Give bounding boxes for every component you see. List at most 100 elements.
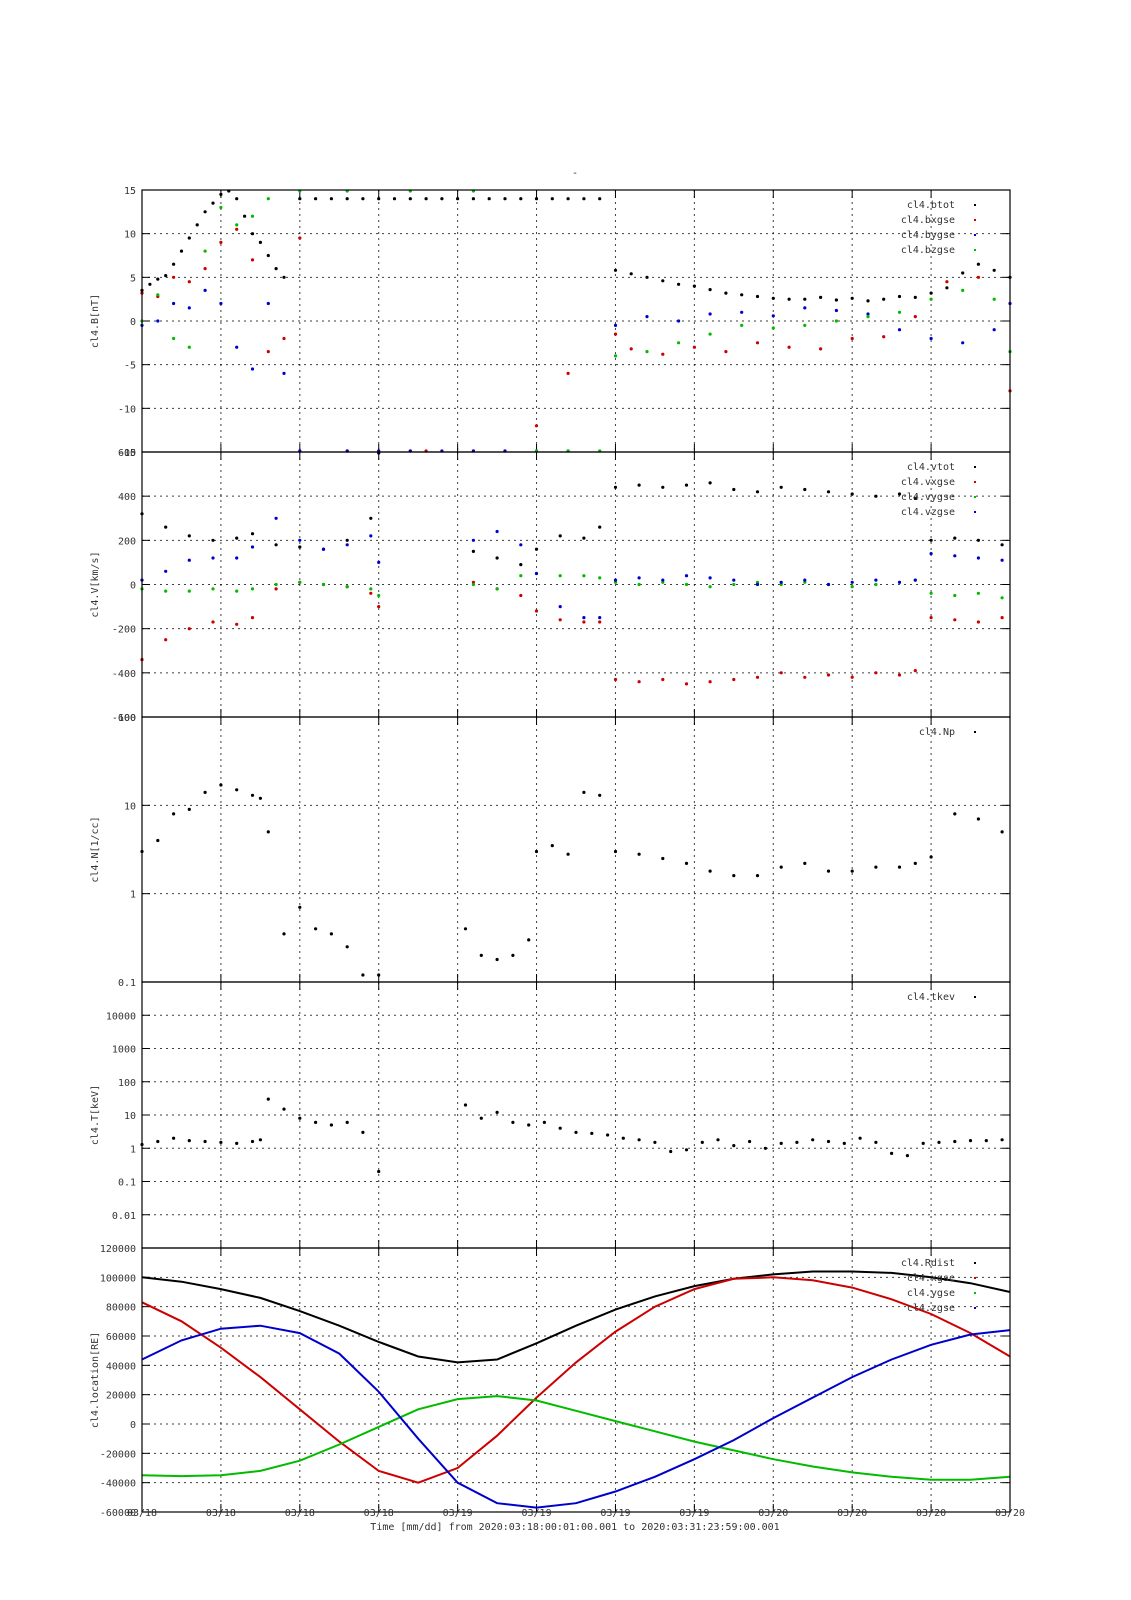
y-tick-label: -5	[124, 361, 136, 372]
x-tick-label: 03/19	[443, 1508, 473, 1519]
data-point	[613, 268, 618, 272]
data-point	[266, 197, 270, 201]
legend-label: cl4.bxgse	[901, 215, 955, 226]
data-point	[550, 197, 554, 201]
x-tick-label: 03/20	[995, 1508, 1025, 1519]
data-point	[187, 236, 191, 240]
data-point	[1000, 596, 1004, 600]
data-point	[274, 543, 278, 547]
data-point	[298, 580, 302, 584]
data-point	[164, 525, 168, 529]
data-point	[1000, 1138, 1004, 1142]
data-point	[558, 534, 562, 538]
data-point	[621, 1136, 625, 1140]
data-point	[243, 214, 247, 218]
data-point	[779, 582, 783, 587]
data-point	[803, 297, 807, 301]
data-point	[834, 319, 839, 323]
data-point	[826, 673, 831, 677]
data-point	[755, 874, 760, 878]
data-point	[613, 578, 618, 582]
data-point	[613, 849, 618, 854]
data-point	[921, 1141, 925, 1145]
y-tick-label: 100	[118, 1078, 136, 1089]
data-point	[558, 574, 562, 578]
series-cl4.vtot	[140, 451, 1004, 567]
data-point	[456, 197, 460, 201]
data-point	[724, 350, 728, 354]
data-point	[708, 576, 712, 580]
data-point	[732, 874, 736, 878]
legend-marker	[974, 204, 976, 206]
data-point	[953, 618, 957, 622]
y-axis-label: cl4.T[keV]	[90, 1085, 101, 1145]
series-cl4.vygse	[140, 571, 1004, 600]
data-point	[377, 560, 381, 565]
data-point	[369, 516, 373, 520]
data-point	[203, 249, 207, 253]
series-cl4.btot	[140, 189, 1012, 303]
data-point	[534, 197, 539, 201]
y-tick-label: -40000	[100, 1479, 136, 1490]
data-point	[779, 865, 783, 869]
y-tick-label: 400	[118, 492, 136, 503]
data-point	[187, 589, 191, 593]
data-point	[187, 807, 191, 812]
legend-marker	[974, 511, 976, 513]
legend-label: cl4.Rdist	[901, 1258, 955, 1269]
data-point	[235, 536, 239, 540]
series-line	[141, 1324, 1011, 1509]
data-point	[250, 367, 255, 371]
x-tick-label: 03/18	[206, 1508, 236, 1519]
data-point	[235, 622, 239, 626]
data-point	[1000, 543, 1004, 547]
data-point	[976, 591, 981, 595]
data-point	[377, 197, 381, 201]
data-point	[771, 326, 775, 330]
data-point	[874, 671, 878, 675]
data-point	[369, 534, 373, 538]
data-point	[945, 280, 949, 284]
data-point	[842, 1141, 846, 1145]
data-point	[211, 556, 215, 560]
series-cl4.tkev	[140, 1097, 1004, 1174]
legend-marker	[974, 496, 976, 498]
data-point	[992, 328, 996, 332]
data-point	[471, 580, 475, 584]
data-point	[976, 620, 981, 624]
data-point	[211, 587, 215, 591]
data-point	[732, 1144, 736, 1148]
data-point	[527, 938, 531, 942]
data-point	[653, 1140, 657, 1144]
data-point	[164, 638, 168, 642]
data-point	[732, 582, 736, 587]
data-point	[897, 492, 902, 496]
y-tick-label: 40000	[106, 1361, 136, 1372]
y-axis-label: cl4.N[1/cc]	[90, 816, 101, 882]
data-point	[740, 310, 744, 314]
data-point	[929, 591, 933, 595]
panels: 151050-5-10-15cl4.B[nT]cl4.btotcl4.bxgse…	[90, 186, 1012, 1519]
data-point	[345, 945, 349, 949]
data-point	[961, 288, 965, 292]
data-point	[250, 587, 255, 591]
data-point	[732, 487, 736, 492]
data-point	[795, 1140, 799, 1144]
data-point	[282, 275, 286, 279]
data-point	[582, 536, 586, 540]
data-point	[511, 1120, 515, 1124]
data-point	[953, 1139, 957, 1144]
data-point	[913, 315, 917, 319]
data-point	[637, 1138, 641, 1142]
data-point	[172, 275, 176, 279]
data-point	[890, 1151, 894, 1155]
data-point	[471, 197, 475, 201]
x-tick-label: 03/20	[758, 1508, 788, 1519]
y-axis-label: cl4.location[RE]	[90, 1332, 101, 1428]
data-point	[976, 275, 981, 279]
data-point	[866, 299, 870, 303]
series-line	[141, 1395, 1011, 1481]
data-point	[755, 490, 760, 494]
data-point	[755, 294, 760, 299]
y-tick-label: 100000	[100, 1273, 136, 1284]
